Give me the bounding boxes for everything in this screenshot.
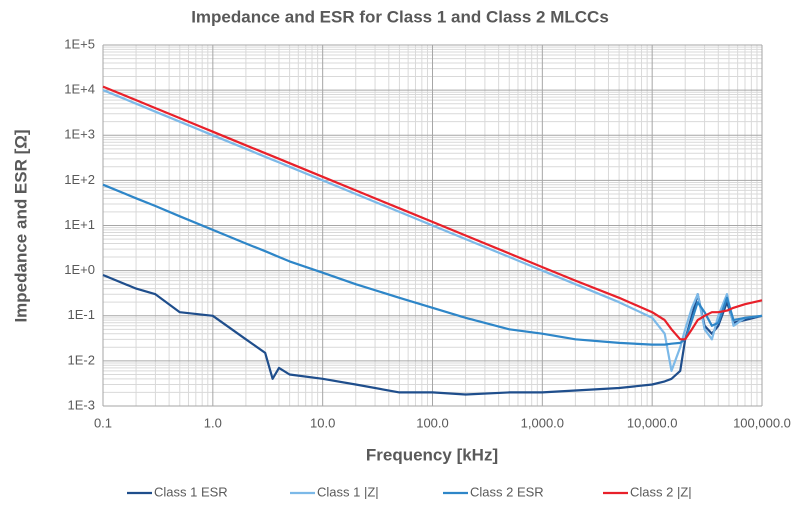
legend-label: Class 1 |Z| [317,484,379,499]
series-line [102,273,763,396]
y-tick-label: 1E-1 [68,307,95,322]
y-tick-label: 1E+5 [64,36,95,51]
y-tick-label: 1E+2 [64,172,95,187]
x-tick-label: 10.0 [310,415,335,430]
y-tick-label: 1E-3 [68,397,95,412]
y-tick-label: 1E+1 [64,217,95,232]
legend-label: Class 2 ESR [470,484,544,499]
x-tick-label: 1.0 [204,415,222,430]
x-tick-label: 100.0 [416,415,449,430]
series-line [102,89,763,372]
chart-title: Impedance and ESR for Class 1 and Class … [191,7,609,26]
y-tick-label: 1E-2 [68,352,95,367]
x-tick-label: 10,000.0 [627,415,678,430]
x-tick-label: 1,000.0 [521,415,564,430]
x-tick-label: 0.1 [94,415,112,430]
series-line [102,85,763,341]
y-tick-label: 1E+0 [64,262,95,277]
series-line [102,183,763,346]
legend: Class 1 ESR Class 1 |Z| Class 2 ESR Class 2… [127,484,692,499]
y-tick-label: 1E+4 [64,82,95,97]
x-tick-label: 100,000.0 [733,415,791,430]
y-tick-label: 1E+3 [64,127,95,142]
x-axis-title: Frequency [kHz] [366,445,498,464]
y-axis-title: Impedance and ESR [Ω] [11,129,30,322]
legend-label: Class 1 ESR [154,484,228,499]
legend-label: Class 2 |Z| [630,484,692,499]
